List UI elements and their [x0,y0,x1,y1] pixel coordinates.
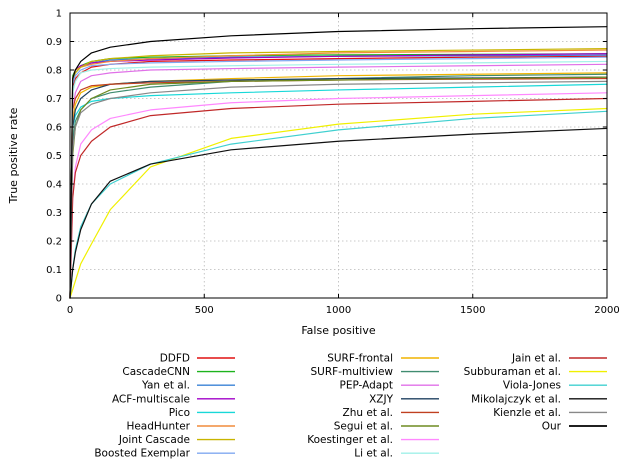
y-tick-label: 0.1 [46,265,62,276]
legend-label-jain-et-al: Jain et al. [511,353,561,365]
y-tick-label: 1 [56,9,62,20]
y-tick-label: 0.5 [46,151,62,162]
legend-label-acf-multiscale: ACF-multiscale [112,393,190,405]
legend-label-surf-multiview: SURF-multiview [311,366,394,378]
series-line-mikolajczyk-et-al [69,127,608,299]
legend-label-boosted-exemplar: Boosted Exemplar [94,448,190,460]
x-tick-label: 2000 [594,305,619,316]
legend-label-ddfd: DDFD [160,353,190,365]
series-curves [69,26,608,299]
axis-ticks: 0 0.1 0.2 0.3 0.4 0.5 0.6 0.7 0.8 0.9 1 0 500 1000 150… [46,9,620,317]
legend-label-xzjy: XZJY [369,393,393,405]
series-line-boosted-exemplar [69,56,608,299]
x-tick-label: 1000 [326,305,351,316]
legend-label-zhu-et-al: Zhu et al. [343,407,393,419]
y-tick-label: 0.3 [46,208,62,219]
series-line-li-et-al [69,60,608,299]
x-tick-label: 0 [67,305,73,316]
series-line-surf-multiview [69,73,608,299]
y-tick-label: 0.9 [46,37,62,48]
legend-label-joint-cascade: Joint Cascade [118,434,190,446]
y-tick-label: 0.2 [46,237,62,248]
legend-label-yan-et-al: Yan et al. [141,380,190,392]
series-line-our [69,26,608,299]
legend-label-mikolajczyk-et-al: Mikolajczyk et al. [471,393,561,405]
legend-label-koestinger-et-al: Koestinger et al. [307,434,393,446]
y-tick-label: 0.4 [46,180,62,191]
y-tick-label: 0 [56,294,62,305]
y-tick-label: 0.6 [46,123,62,134]
series-line-pep-adapt [69,63,608,299]
legend-label-surf-frontal: SURF-frontal [327,353,393,365]
legend-label-li-et-al: Li et al. [354,448,393,460]
y-tick-label: 0.7 [46,94,62,105]
legend-label-pep-adapt: PEP-Adapt [339,380,393,392]
series-line-kienzle-et-al [69,80,608,299]
x-tick-label: 500 [195,305,214,316]
legend-label-viola-jones: Viola-Jones [503,380,561,392]
legend-label-cascadecnn: CascadeCNN [122,366,190,378]
legend-label-subburaman-et-al: Subburaman et al. [464,366,561,378]
x-axis-label: False positive [301,324,375,337]
x-tick-label: 1500 [460,305,485,316]
legend-label-segui-et-al: Segui et al. [334,421,393,433]
legend-label-our: Our [542,421,562,433]
legend-label-pico: Pico [169,407,190,419]
y-tick-label: 0.8 [46,66,62,77]
series-line-jain-et-al [69,97,608,299]
legend-label-kienzle-et-al: Kienzle et al. [493,407,561,419]
legend-label-headhunter: HeadHunter [126,421,190,433]
series-line-subburaman-et-al [69,107,608,299]
y-axis-label: True positive rate [7,107,20,204]
